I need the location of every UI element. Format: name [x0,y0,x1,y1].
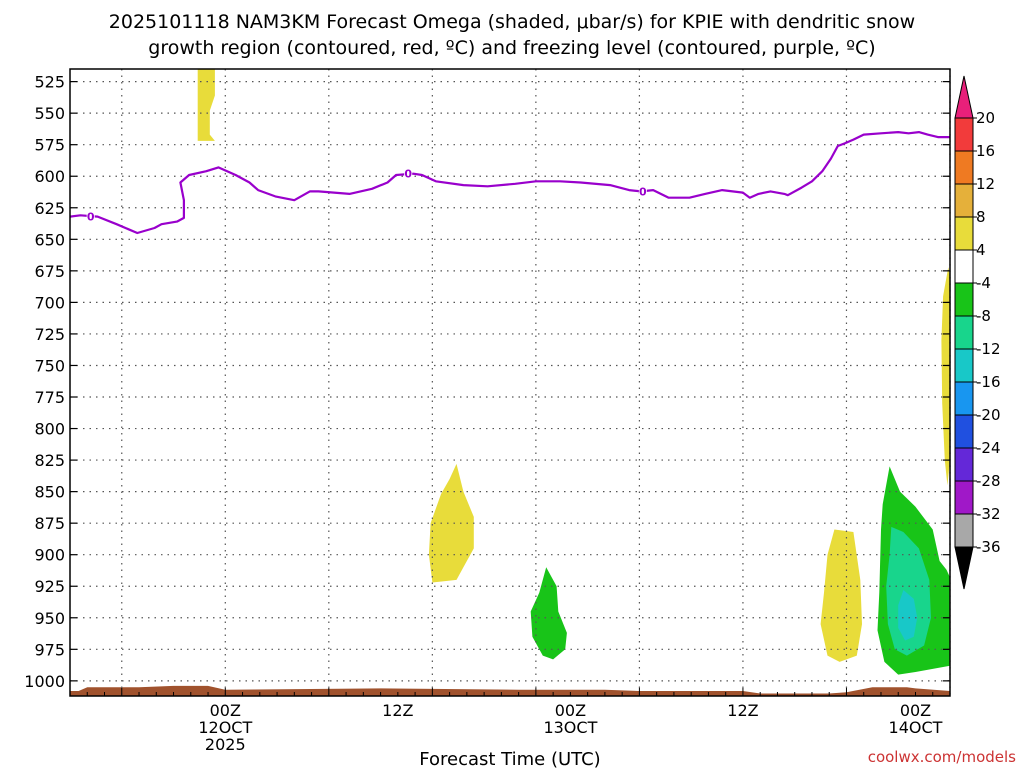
omega-region-3 [530,567,567,660]
omega-region-6 [886,526,931,656]
freezing-level-layer: 0 0 0 [70,131,950,235]
freezing-label-bg-1 [404,167,413,180]
x-tick-label-0-1: 12OCT [198,718,252,737]
plot-area: 0 0 0 [69,68,951,697]
colorbar-segment-1 [954,117,974,152]
x-tick-label-2-1: 13OCT [543,718,597,737]
plot-background [70,69,950,696]
colorbar-segment-5 [954,249,974,284]
colorbar-label-7: -12 [976,340,1001,358]
y-tick-label-725: 725 [34,325,65,344]
freezing-level-line [70,131,950,235]
colorbar-label-11: -28 [976,472,1001,490]
x-tick-label-0-2: 2025 [205,735,246,754]
colorbar-segment-6 [954,282,974,317]
colorbar: 20 16 12 8 4 -4 -8 -12 -16 -20 -24 -28 -32 -36 [954,75,1001,590]
colorbar-label-8: -16 [976,373,1001,391]
plot-frame [69,68,951,697]
colorbar-segment-10 [954,414,974,449]
y-tick-label-1000: 1000 [24,672,65,691]
x-tick-label-4-0: 00Z [900,701,931,720]
colorbar-label-9: -20 [976,406,1001,424]
omega-shading-layer [197,69,950,675]
y-tick-label-775: 775 [34,388,65,407]
y-tick-label-875: 875 [34,514,65,533]
colorbar-segment-7 [954,315,974,350]
y-tick-label-750: 750 [34,356,65,375]
terrain-area [70,685,950,696]
omega-region-7 [898,590,918,641]
colorbar-segment-12 [954,480,974,515]
colorbar-segment-3 [954,183,974,218]
y-tick-label-825: 825 [34,451,65,470]
y-tick-label-975: 975 [34,640,65,659]
y-axis-ticks: 525 550 575 600 625 650 675 700 725 750 775 800 825 8… [24,73,950,691]
colorbar-segment-11 [954,447,974,482]
colorbar-label-2: 12 [976,175,995,193]
terrain-layer [70,685,950,696]
colorbar-segment-9 [954,381,974,416]
colorbar-label-6: -8 [976,307,991,325]
x-tick-label-0-0: 00Z [210,701,241,720]
colorbar-label-4: 4 [976,241,986,259]
omega-region-4 [820,529,862,662]
x-tick-label-3-0: 12Z [727,701,758,720]
y-tick-label-925: 925 [34,577,65,596]
colorbar-segment-8 [954,348,974,383]
colorbar-label-1: 16 [976,142,995,160]
y-tick-label-700: 700 [34,293,65,312]
freezing-level-label-0: 0 [87,211,95,224]
colorbar-label-0: 20 [976,109,995,127]
colorbar-segment-2 [954,150,974,185]
colorbar-segment-4 [954,216,974,251]
colorbar-label-5: -4 [976,274,991,292]
chart-title-line2: growth region (contoured, red, ºC) and f… [148,37,875,59]
y-tick-label-575: 575 [34,136,65,155]
chart-title-line1: 2025101118 NAM3KM Forecast Omega (shaded… [109,11,915,33]
x-axis-label: Forecast Time (UTC) [419,749,600,768]
freezing-label-bg-0 [86,210,95,223]
y-tick-label-550: 550 [34,104,65,123]
colorbar-label-13: -36 [976,538,1001,556]
x-tick-label-2-0: 00Z [555,701,586,720]
freezing-level-label-2: 0 [639,185,647,198]
y-tick-label-625: 625 [34,199,65,218]
colorbar-segment-13 [954,513,974,548]
y-tick-label-525: 525 [34,73,65,92]
freezing-label-bg-2 [638,185,647,198]
y-tick-label-600: 600 [34,167,65,186]
x-tick-label-1-0: 12Z [382,701,413,720]
y-tick-label-650: 650 [34,230,65,249]
y-tick-label-850: 850 [34,483,65,502]
x-tick-label-4-1: 14OCT [889,718,943,737]
omega-region-0 [197,69,215,141]
colorbar-bottom-arrow [954,546,974,590]
omega-region-1 [941,267,950,486]
y-tick-label-675: 675 [34,262,65,281]
y-tick-label-950: 950 [34,609,65,628]
y-tick-label-800: 800 [34,420,65,439]
freezing-level-label-1: 0 [404,168,412,181]
y-tick-label-900: 900 [34,546,65,565]
colorbar-label-12: -32 [976,505,1001,523]
credit-text[interactable]: coolwx.com/models [868,748,1016,766]
colorbar-label-3: 8 [976,208,986,226]
colorbar-label-10: -24 [976,439,1001,457]
omega-region-2 [428,463,474,583]
colorbar-top-arrow [954,75,974,119]
